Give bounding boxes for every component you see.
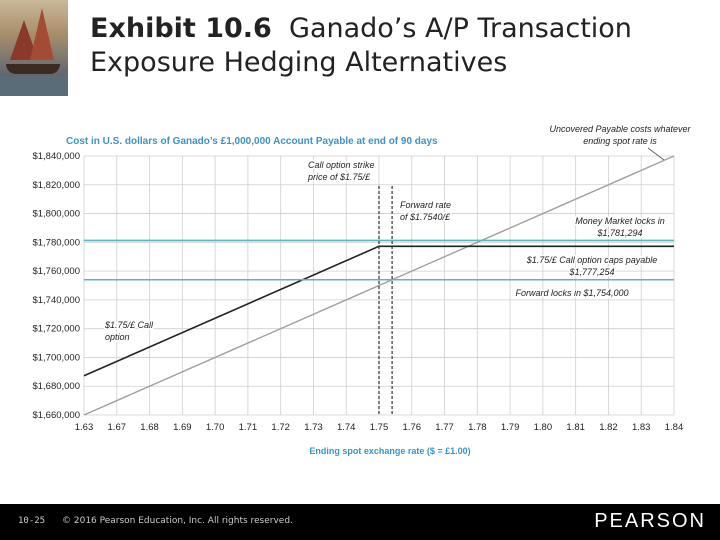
x-tick-label: 1.72 [271,422,290,433]
y-tick-label: $1,720,000 [32,324,80,335]
annotation-uncovered: Uncovered Payable costs whatever [549,124,691,134]
annotation-call: option [105,332,130,342]
chart-container: Cost in U.S. dollars of Ganado’s £1,000,… [0,120,720,470]
page-number: 10-25 [18,516,46,526]
annotation-strike: Call option strike [308,160,375,170]
y-tick-label: $1,820,000 [32,180,80,191]
x-tick-label: 1.77 [435,422,454,433]
x-tick-label: 1.73 [304,422,323,433]
title-line2: Exposure Hedging Alternatives [90,47,508,78]
x-tick-label: 1.75 [370,422,389,433]
x-tick-label: 1.70 [206,422,225,433]
y-tick-label: $1,760,000 [32,266,80,277]
series-line-uncovered [83,155,675,416]
annotation-leader-uncovered [647,147,665,161]
x-tick-label: 1.69 [173,422,192,433]
slide-title: Exhibit 10.6 Ganado’s A/P Transaction Ex… [90,12,710,80]
x-tick-label: 1.81 [566,422,585,433]
annotation-forward: Forward locks in $1,754,000 [515,288,628,298]
title-line1: Ganado’s A/P Transaction [289,13,632,44]
x-tick-label: 1.82 [599,422,618,433]
footer-bar: 10-25 © 2016 Pearson Education, Inc. All… [0,504,720,540]
x-tick-label: 1.79 [501,422,520,433]
annotation-money_market: $1,781,294 [596,228,642,238]
x-tick-label: 1.78 [468,422,487,433]
x-tick-label: 1.76 [403,422,422,433]
annotation-forward_rate: Forward rate [400,200,451,210]
y-tick-label: $1,740,000 [32,295,80,306]
annotation-strike: price of $1.75/£ [307,172,371,182]
y-tick-label: $1,680,000 [32,381,80,392]
title-exhibit-number: Exhibit 10.6 [90,13,272,44]
x-tick-label: 1.67 [108,422,127,433]
chart-title: Cost in U.S. dollars of Ganado’s £1,000,… [66,136,438,147]
annotation-uncovered: ending spot rate is [583,136,657,146]
y-tick-label: $1,800,000 [32,209,80,220]
x-tick-label: 1.80 [534,422,553,433]
pearson-logo: PEARSON [594,510,706,532]
y-tick-label: $1,660,000 [32,410,80,421]
annotation-money_market: Money Market locks in [575,216,665,226]
x-tick-label: 1.74 [337,422,356,433]
x-tick-label: 1.68 [140,422,159,433]
y-tick-label: $1,700,000 [32,352,80,363]
annotation-forward_rate: of $1.7540/£ [400,212,451,222]
hedging-chart: Cost in U.S. dollars of Ganado’s £1,000,… [32,123,693,457]
x-axis-label: Ending spot exchange rate ($ = £1.00) [309,446,470,456]
y-tick-label: $1,840,000 [32,151,80,162]
y-tick-label: $1,780,000 [32,237,80,248]
copyright-text: © 2016 Pearson Education, Inc. All right… [62,516,293,526]
annotation-call: $1.75/£ Call [104,320,154,330]
annotation-call_cap: $1,777,254 [568,267,614,277]
annotation-call_cap: $1.75/£ Call option caps payable [526,255,658,265]
x-tick-label: 1.83 [632,422,651,433]
x-tick-label: 1.84 [665,422,684,433]
x-tick-label: 1.71 [239,422,258,433]
ship-photo [0,0,68,96]
x-tick-label: 1.63 [75,422,94,433]
